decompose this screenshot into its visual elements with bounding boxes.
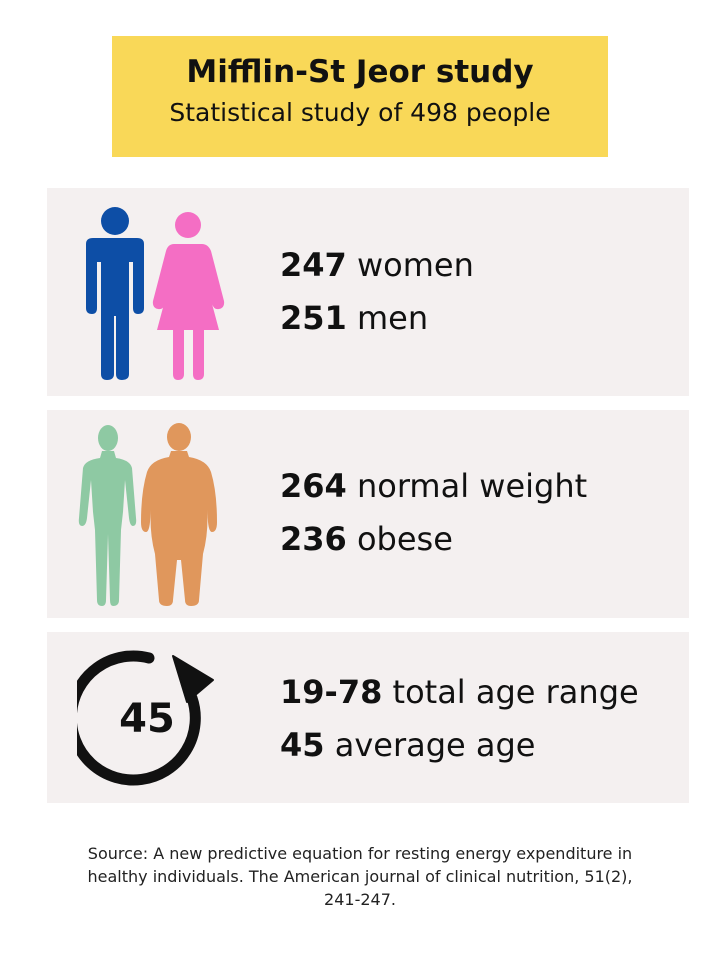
normal-weight-stat: 264 normal weight [280,467,588,505]
age-range-stat: 19-78 total age range [280,673,639,711]
men-stat: 251 men [280,299,429,337]
normal-weight-figure-icon [78,425,137,606]
gender-figures-icon [86,207,225,380]
obese-stat: 236 obese [280,520,453,558]
obese-figure-icon [141,423,217,606]
age-cycle-icon: 45 [77,650,214,786]
source-citation: Source: A new predictive equation for re… [87,844,633,909]
age-card: 45 19-78 total age range 45 average age [47,632,689,803]
women-stat: 247 women [280,246,474,284]
female-figure-icon [152,212,225,380]
male-figure-icon [86,207,144,380]
average-age-stat: 45 average age [280,726,536,764]
age-icon-number: 45 [119,696,175,742]
page-title: Mifflin-St Jeor study [186,54,534,90]
page-subtitle: Statistical study of 498 people [169,98,551,127]
gender-card: 247 women 251 men [47,188,689,396]
title-banner: Mifflin-St Jeor study Statistical study … [112,36,608,157]
weight-card: 264 normal weight 236 obese [47,410,689,618]
body-type-figures-icon [78,423,217,606]
